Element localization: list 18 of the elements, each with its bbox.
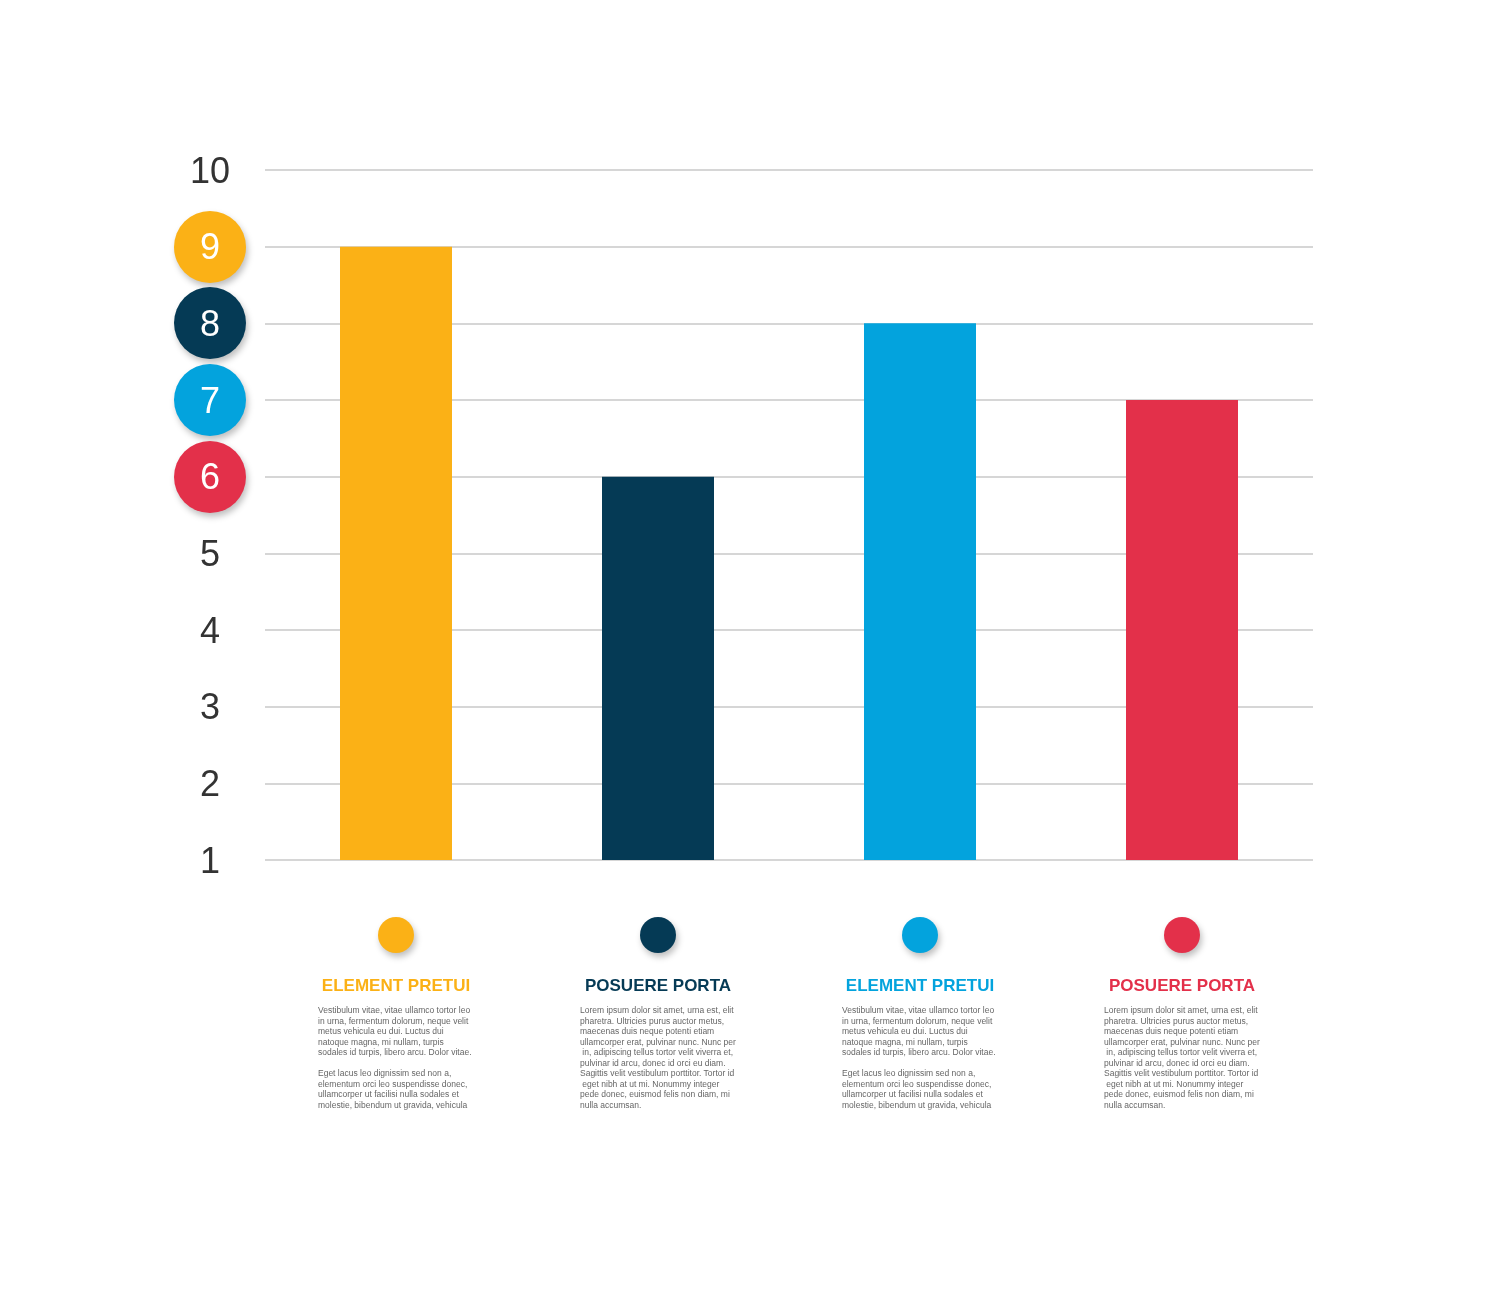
y-tick-label: 4 — [199, 609, 221, 651]
y-tick-label: 3 — [199, 686, 221, 728]
text: Vestibulum vitae, vitae ullamco tortor leo in urna, fermentum dolorum, neque velit metus vehicula eu dui. Luctus dui natoque magna, mi nullam, turpis sodales id turpis, libero arcu. Dolor vitae. Eget lacus leo dignissim sed non a, elementum orci leo suspendisse donec, ullamcorper ut facilisi nulla sodales et molestie, bibendum ut gravida, vehicula — [318, 1005, 472, 1110]
x-tick-label: ELEMENT PRETUI — [321, 975, 471, 995]
y-tick-label: 2 — [199, 762, 221, 804]
x-tick-label: POSUERE PORTA — [584, 975, 732, 995]
y-tick-label: 1 — [199, 839, 221, 881]
x-tick-label: POSUERE PORTA — [1108, 975, 1256, 995]
y-tick-label: 6 — [199, 456, 221, 498]
x-tick-label: ELEMENT PRETUI — [845, 975, 995, 995]
y-tick-label: 5 — [199, 532, 221, 574]
text: Lorem ipsum dolor sit amet, urna est, elit pharetra. Ultricies purus auctor metus, maecenas duis neque potenti etiam ullamcorper erat, pulvinar nunc. Nunc per in, adipiscing tellus tortor velit viverra et, pulvinar id arcu, donec id orci eu diam. Sagittis velit vestibulum porttitor. Tortor id eget nibh at ut mi. Nonummy integer pede donec, euismod felis non diam, mi nulla accumsan. — [1104, 1005, 1260, 1110]
y-tick-label: 10 — [189, 149, 231, 191]
text: Lorem ipsum dolor sit amet, urna est, elit pharetra. Ultricies purus auctor metus, maecenas duis neque potenti etiam ullamcorper erat, pulvinar nunc. Nunc per in, adipiscing tellus tortor velit viverra et, pulvinar id arcu, donec id orci eu diam. Sagittis velit vestibulum porttitor. Tortor id eget nibh at ut mi. Nonummy integer pede donec, euismod felis non diam, mi nulla accumsan. — [580, 1005, 736, 1110]
text: Vestibulum vitae, vitae ullamco tortor leo in urna, fermentum dolorum, neque velit metus vehicula eu dui. Luctus dui natoque magna, mi nullam, turpis sodales id turpis, libero arcu. Dolor vitae. Eget lacus leo dignissim sed non a, elementum orci leo suspendisse donec, ullamcorper ut facilisi nulla sodales et molestie, bibendum ut gravida, vehicula — [842, 1005, 996, 1110]
y-tick-label: 7 — [199, 379, 221, 421]
y-tick-label: 8 — [199, 302, 221, 344]
y-tick-label: 9 — [199, 226, 221, 268]
